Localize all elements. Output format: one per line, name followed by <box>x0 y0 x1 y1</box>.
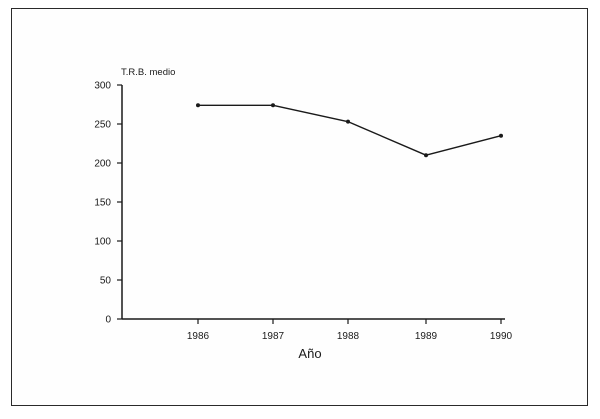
y-tick-label: 250 <box>94 120 111 131</box>
y-axis-title: T.R.B. medio <box>121 67 175 78</box>
x-ticks: 1986 1987 1988 1989 1990 <box>187 319 513 342</box>
y-tick-label: 100 <box>94 237 111 248</box>
x-tick-label: 1990 <box>490 331 513 342</box>
chart-frame <box>11 8 588 406</box>
x-tick-label: 1989 <box>415 331 438 342</box>
x-tick-label: 1986 <box>187 331 210 342</box>
y-tick-label: 200 <box>94 159 111 170</box>
x-tick-label: 1988 <box>337 331 360 342</box>
data-point <box>346 119 350 124</box>
data-point <box>196 103 200 108</box>
x-tick-label: 1987 <box>262 331 285 342</box>
y-ticks: 0 50 100 150 200 250 300 <box>94 81 122 326</box>
y-tick-label: 150 <box>94 198 111 209</box>
y-tick-label: 50 <box>100 276 112 287</box>
data-point <box>271 103 275 108</box>
y-tick-label: 0 <box>105 315 111 326</box>
y-tick-label: 300 <box>94 81 111 92</box>
series-line <box>198 104 502 156</box>
data-point <box>499 133 503 138</box>
series-group <box>196 103 503 158</box>
x-axis-title: Año <box>298 346 321 361</box>
data-point <box>424 153 428 158</box>
